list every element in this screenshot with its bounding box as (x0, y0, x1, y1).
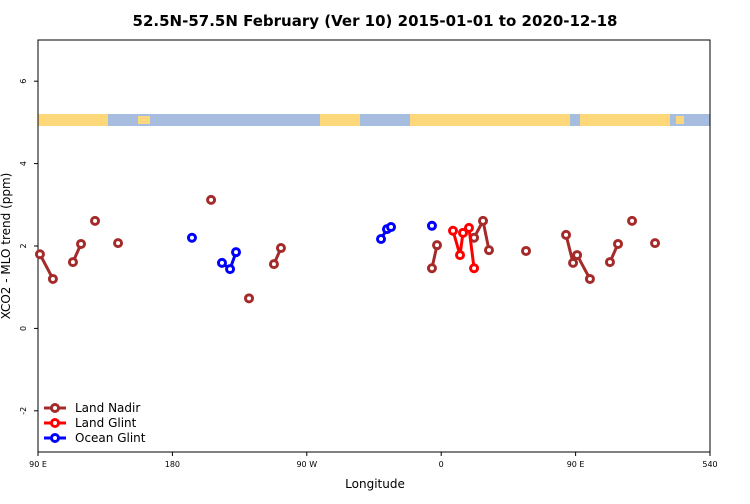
data-point (216, 257, 227, 268)
plot-frame (37, 39, 711, 453)
y-tick-label: 6 (19, 79, 28, 84)
data-point (268, 259, 279, 270)
data-point (521, 245, 532, 256)
y-axis-label: XCO2 - MLO trend (ppm) (0, 173, 13, 320)
data-point (186, 232, 197, 243)
y-tick-label: 0 (19, 326, 28, 331)
x-tick-label: 90 E (29, 460, 47, 469)
legend-marker (50, 433, 60, 443)
data-point (455, 250, 466, 261)
data-point (650, 238, 661, 249)
x-tick-label: 90 E (567, 460, 585, 469)
data-point (47, 273, 58, 284)
data-point (206, 194, 217, 205)
data-point (561, 229, 572, 240)
data-point (426, 263, 437, 274)
data-point (458, 227, 469, 238)
y-tick-label: -2 (19, 407, 28, 415)
data-point (231, 247, 242, 258)
data-point (568, 257, 579, 268)
legend-marker (50, 403, 60, 413)
data-point (244, 293, 255, 304)
y-tick-label: 4 (19, 161, 28, 166)
x-tick-label: 180 (165, 460, 180, 469)
x-axis-label: Longitude (345, 477, 405, 491)
data-point (613, 238, 624, 249)
data-point (90, 215, 101, 226)
data-point (67, 257, 78, 268)
y-tick-label: 2 (19, 243, 28, 248)
x-tick-label: 540 (702, 460, 717, 469)
map-strip (38, 114, 710, 126)
legend-marker (50, 418, 60, 428)
data-point (584, 273, 595, 284)
data-point (604, 257, 615, 268)
data-point (113, 238, 124, 249)
data-point (483, 245, 494, 256)
data-point (34, 249, 45, 260)
data-point (426, 220, 437, 231)
data-point (76, 238, 87, 249)
x-tick-label: 90 W (296, 460, 317, 469)
data-point (478, 215, 489, 226)
data-point (463, 222, 474, 233)
x-tick-label: 0 (439, 460, 444, 469)
legend-label: Land Nadir (75, 401, 140, 415)
data-point (627, 215, 638, 226)
data-point (376, 233, 387, 244)
legend-label: Ocean Glint (75, 431, 146, 445)
legend-label: Land Glint (75, 416, 137, 430)
data-point (386, 222, 397, 233)
data-point (275, 243, 286, 254)
data-point (447, 225, 458, 236)
series-line (40, 221, 655, 279)
data-point (225, 264, 236, 275)
data-point (432, 240, 443, 251)
series-line (222, 226, 432, 269)
data-point (469, 263, 480, 274)
chart-title: 52.5N-57.5N February (Ver 10) 2015-01-01… (133, 12, 618, 30)
data-point (572, 250, 583, 261)
